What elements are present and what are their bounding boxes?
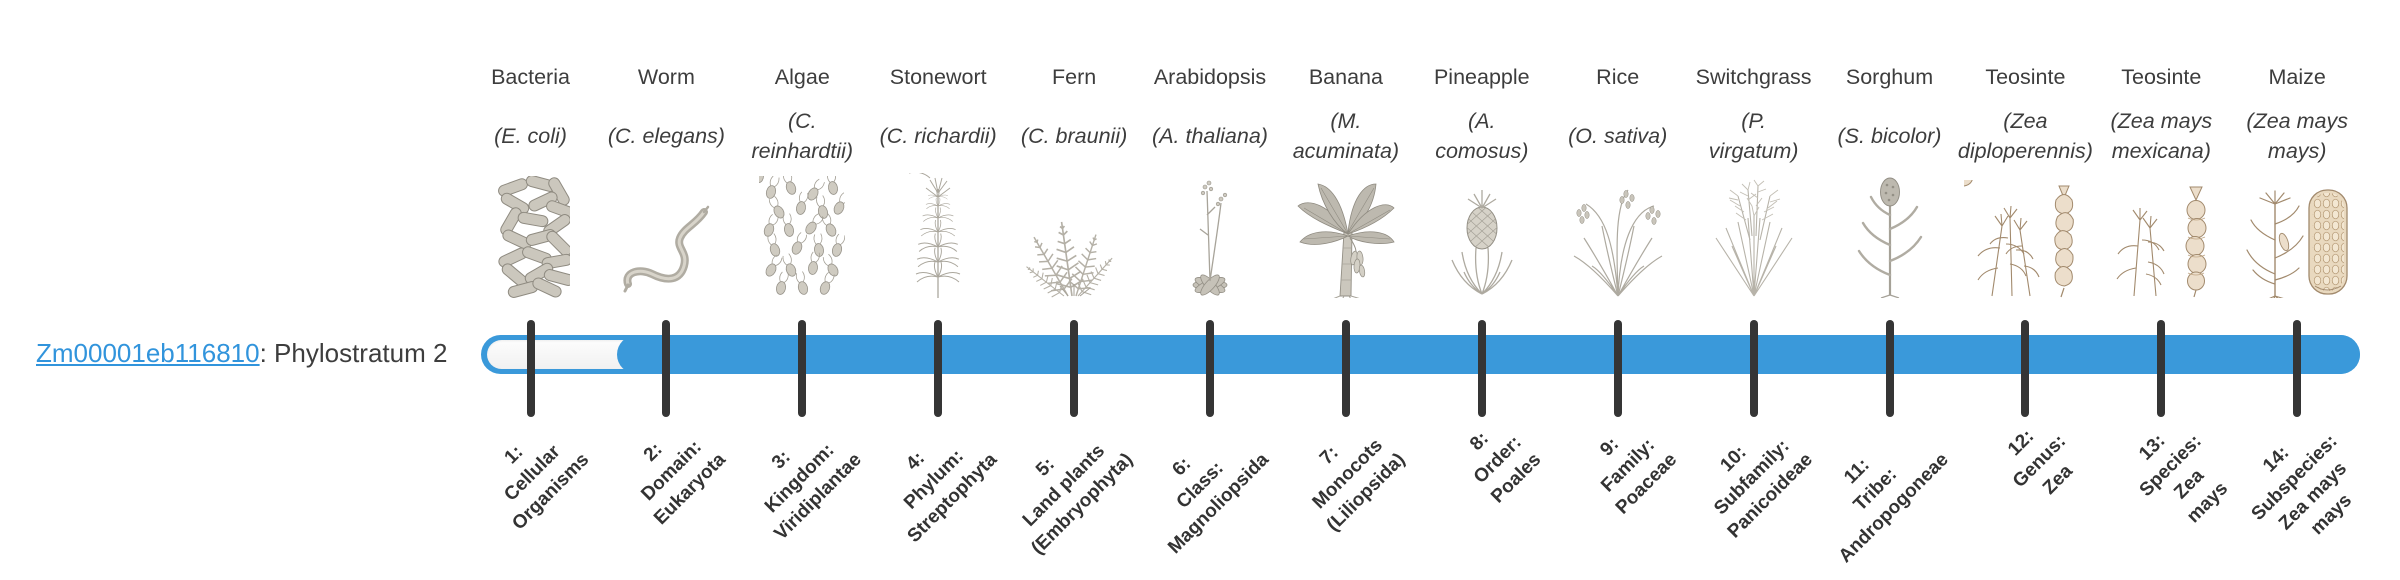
phylostratum-label: 8: Order: Poales	[1465, 428, 1545, 508]
phylostratum-label: 13: Species: Zea mays	[2135, 430, 2233, 528]
phylostratum-tick	[526, 320, 535, 417]
phylostratum-label: 14: Subspecies: Zea mays mays	[2247, 430, 2357, 540]
organism-name: Stonewort	[889, 65, 987, 89]
phylostratum-label: 9: Family: Poaceae	[1595, 433, 1681, 519]
organism-name: Arabidopsis	[1153, 65, 1267, 89]
pineapple-icon	[1404, 170, 1560, 298]
phylostratum-tick	[1749, 320, 1758, 417]
organism-name: Algae	[774, 65, 830, 89]
organism-name: Rice	[1596, 65, 1640, 89]
phylostratum-label: 1: Cellular Organisms	[500, 441, 594, 535]
organism-species: (Zea mays mexicana)	[2110, 109, 2213, 163]
phylostrata-bar-fill	[617, 335, 2360, 374]
organism-name: Teosinte	[1985, 65, 2066, 89]
organism-species: (C. braunii)	[1020, 124, 1128, 148]
organism-species: (C. reinhardtii)	[751, 109, 854, 163]
phylostratum-tick	[934, 320, 943, 417]
phylostratum-tick	[1341, 320, 1350, 417]
organism-species: (A. comosus)	[1435, 109, 1529, 163]
organism-name: Bacteria	[491, 65, 570, 89]
teosinte-mexicana-icon	[2083, 170, 2239, 298]
algae-icon	[724, 170, 880, 298]
phylostratum-label: 2: Domain: Eukaryota	[636, 436, 730, 529]
arabidopsis-icon	[1132, 170, 1288, 298]
organism-name: Fern	[1051, 65, 1097, 89]
phylostratum-tick	[1206, 320, 1214, 417]
phylostratum-tick	[662, 320, 671, 417]
organism-species: (P. virgatum)	[1708, 109, 1799, 163]
phylostratum-label: 12: Genus: Zea	[2003, 425, 2077, 499]
phylostratum-label: 5: Land plants (Embryophyta)	[1018, 440, 1138, 559]
gene-label: Zm00001eb116810: Phylostratum 2	[36, 338, 447, 368]
rice-icon	[1540, 170, 1696, 298]
phylostratum-tick	[1613, 320, 1622, 417]
phylostratum-tick	[2293, 320, 2302, 417]
phylostratum-tick	[2021, 320, 2030, 417]
phylostratum-tick	[1885, 320, 1894, 417]
organism-name: Worm	[637, 65, 695, 89]
fern-icon	[996, 170, 1152, 298]
maize-icon	[2219, 170, 2375, 298]
phylostratum-label: 10: Subfamily: Panicoideae	[1709, 435, 1817, 543]
switchgrass-icon	[1676, 170, 1832, 298]
banana-icon	[1268, 170, 1424, 298]
organism-name: Sorghum	[1845, 65, 1934, 89]
organism-species: (E. coli)	[494, 124, 567, 148]
phylostratum-label: 11: Tribe: Andropogoneae	[1834, 449, 1953, 568]
teosinte-diploperennis-icon	[1947, 170, 2103, 298]
gene-id-link[interactable]: Zm00001eb116810	[36, 338, 260, 368]
organism-name: Teosinte	[2121, 65, 2202, 89]
phylostratum-label: 4: Phylum: Streptophyta	[900, 445, 1002, 547]
phylostratum-tick	[2157, 320, 2166, 417]
organism-species: (S. bicolor)	[1837, 124, 1942, 148]
sorghum-icon	[1812, 170, 1968, 298]
worm-icon	[588, 170, 744, 298]
organism-species: (C. richardii)	[879, 124, 997, 148]
organism-species: (M. acuminata)	[1292, 109, 1400, 163]
phylostratum-label: 6: Class: Magnoliopsida	[1164, 449, 1274, 559]
phylostratum-label: 7: Monocots (Liliopsida)	[1308, 434, 1409, 536]
organism-name: Maize	[2268, 65, 2326, 89]
organism-name: Banana	[1308, 65, 1383, 89]
organism-name: Switchgrass	[1695, 65, 1812, 89]
gene-phylostratum-text: : Phylostratum 2	[259, 338, 448, 368]
organism-species: (Zea diploperennis)	[1957, 109, 2093, 163]
organism-species: (O. sativa)	[1568, 124, 1668, 148]
phylostratum-tick	[1070, 320, 1079, 417]
organism-species: (Zea mays mays)	[2246, 109, 2348, 163]
organism-name: Pineapple	[1433, 65, 1530, 89]
phylostratum-tick	[798, 320, 807, 417]
organism-species: (A. thaliana)	[1152, 124, 1268, 148]
organism-species: (C. elegans)	[607, 124, 725, 148]
bacteria-icon	[453, 170, 609, 298]
phylostratum-label: 3: Kingdom: Viridiplantae	[760, 439, 866, 545]
phylostratum-tick	[1477, 320, 1486, 417]
stonewort-icon	[860, 170, 1016, 298]
